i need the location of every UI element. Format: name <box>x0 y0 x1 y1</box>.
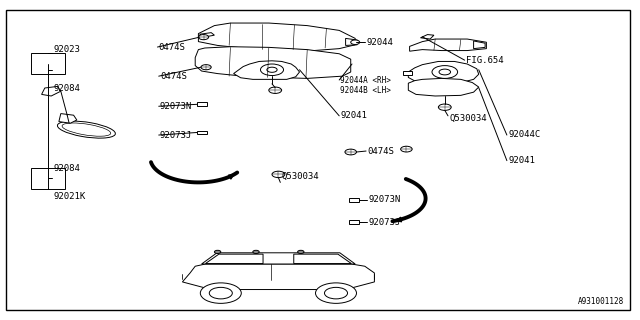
Polygon shape <box>294 254 351 264</box>
Polygon shape <box>200 33 214 37</box>
Text: 92041: 92041 <box>508 156 535 164</box>
Text: Q530034: Q530034 <box>282 172 319 181</box>
Polygon shape <box>59 114 77 123</box>
Circle shape <box>267 67 277 72</box>
Text: 92073J: 92073J <box>160 131 192 140</box>
Text: Q530034: Q530034 <box>449 114 487 123</box>
Circle shape <box>209 287 232 299</box>
Circle shape <box>345 149 356 155</box>
Circle shape <box>253 250 259 253</box>
Text: 92044B <LH>: 92044B <LH> <box>340 86 391 95</box>
Text: 92023: 92023 <box>53 45 80 54</box>
Polygon shape <box>198 23 355 51</box>
Polygon shape <box>42 86 61 96</box>
Bar <box>31 53 65 74</box>
Text: 0474S: 0474S <box>367 147 394 156</box>
Ellipse shape <box>62 123 111 136</box>
Text: 0474S: 0474S <box>159 43 186 52</box>
Polygon shape <box>182 264 374 290</box>
Text: 92044A <RH>: 92044A <RH> <box>340 76 391 85</box>
Circle shape <box>200 283 241 303</box>
Circle shape <box>298 250 304 253</box>
Circle shape <box>432 66 458 78</box>
Polygon shape <box>234 61 300 79</box>
Circle shape <box>260 64 284 76</box>
Text: A931001128: A931001128 <box>578 297 624 306</box>
Text: 92073N: 92073N <box>369 195 401 204</box>
Circle shape <box>214 250 221 253</box>
Circle shape <box>316 283 356 303</box>
Text: 92073N: 92073N <box>160 102 192 111</box>
Text: 92084: 92084 <box>53 84 80 92</box>
Circle shape <box>401 146 412 152</box>
Text: 92044C: 92044C <box>508 130 540 139</box>
Text: 92044: 92044 <box>366 38 393 47</box>
Ellipse shape <box>58 121 115 138</box>
Circle shape <box>198 35 209 40</box>
Circle shape <box>438 104 451 110</box>
Text: 92073J: 92073J <box>369 218 401 227</box>
Circle shape <box>201 65 211 70</box>
Circle shape <box>351 40 360 44</box>
Text: 92041: 92041 <box>340 111 367 120</box>
Text: 92021K: 92021K <box>53 192 85 201</box>
Polygon shape <box>349 198 359 202</box>
Polygon shape <box>403 71 412 75</box>
Polygon shape <box>205 254 263 264</box>
Polygon shape <box>197 102 207 106</box>
Polygon shape <box>197 131 207 134</box>
Bar <box>31 168 65 189</box>
Polygon shape <box>474 41 485 49</box>
Polygon shape <box>408 61 479 83</box>
Polygon shape <box>349 220 359 224</box>
Polygon shape <box>420 35 434 39</box>
Polygon shape <box>346 38 357 45</box>
Circle shape <box>269 87 282 93</box>
Circle shape <box>272 171 285 178</box>
Text: 0474S: 0474S <box>160 72 187 81</box>
Text: FIG.654: FIG.654 <box>466 56 504 65</box>
Polygon shape <box>410 39 486 51</box>
Polygon shape <box>408 78 479 96</box>
Circle shape <box>324 287 348 299</box>
Circle shape <box>439 69 451 75</box>
Text: 92084: 92084 <box>53 164 80 172</box>
Polygon shape <box>195 47 351 78</box>
Polygon shape <box>202 253 355 264</box>
